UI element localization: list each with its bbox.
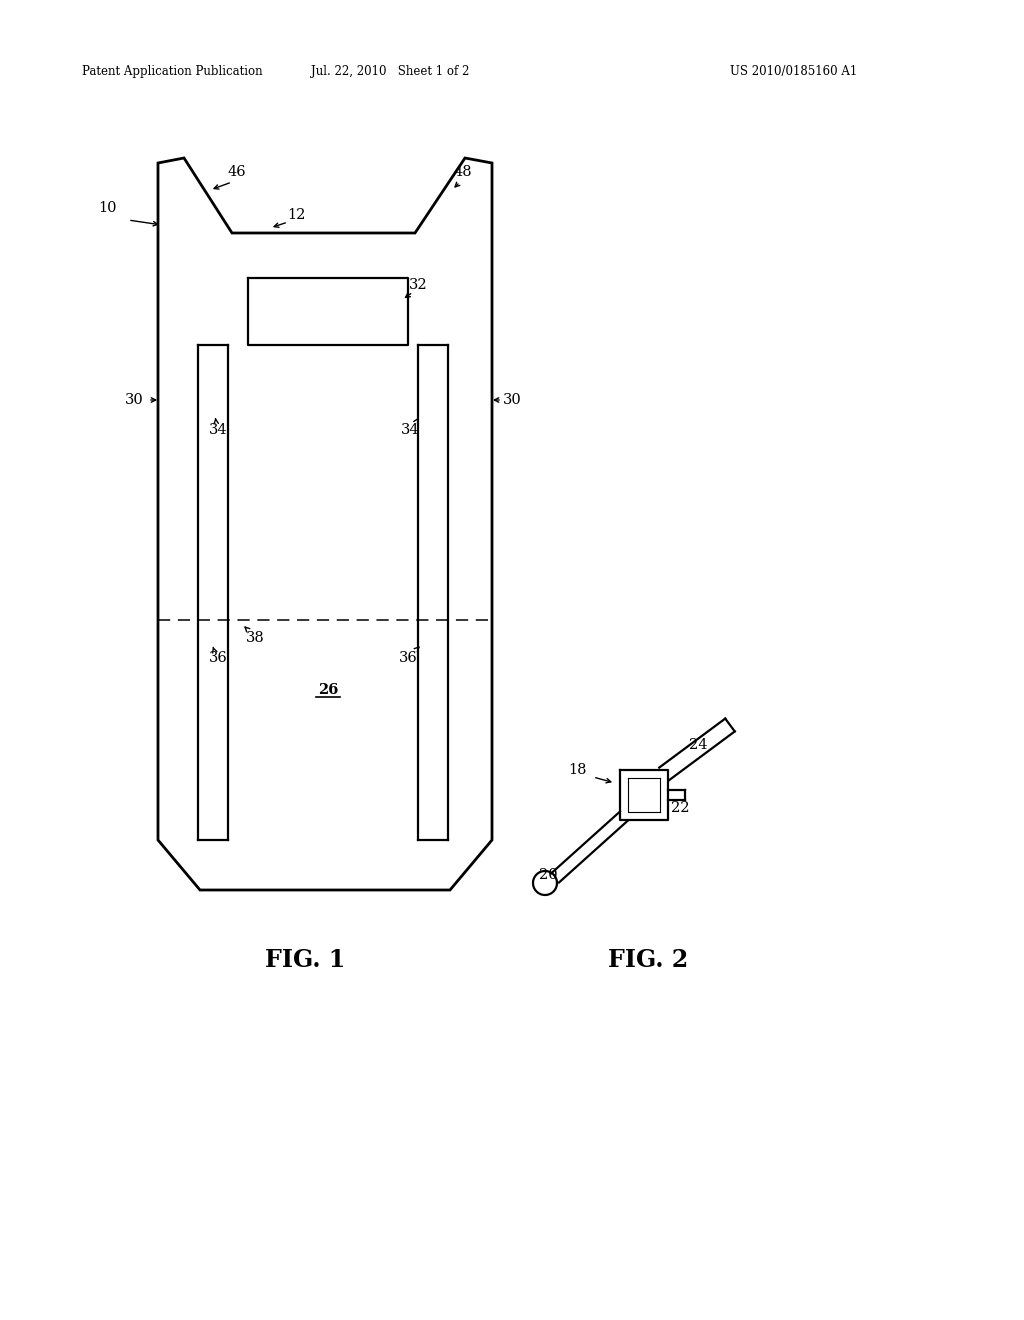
Text: 32: 32 <box>409 279 427 292</box>
Text: 36: 36 <box>209 651 227 665</box>
Text: FIG. 1: FIG. 1 <box>265 948 345 972</box>
Text: 20: 20 <box>539 869 557 882</box>
Text: 22: 22 <box>671 801 689 814</box>
Text: US 2010/0185160 A1: US 2010/0185160 A1 <box>730 66 857 78</box>
Text: 24: 24 <box>689 738 708 752</box>
Text: 12: 12 <box>287 209 305 222</box>
Text: 26: 26 <box>317 682 338 697</box>
Text: Patent Application Publication: Patent Application Publication <box>82 66 262 78</box>
Text: 38: 38 <box>246 631 264 645</box>
Text: 46: 46 <box>227 165 247 180</box>
Text: 10: 10 <box>98 201 118 215</box>
Text: 30: 30 <box>503 393 521 407</box>
Text: 18: 18 <box>567 763 587 777</box>
Text: 36: 36 <box>398 651 418 665</box>
Text: 34: 34 <box>400 422 419 437</box>
Text: 30: 30 <box>125 393 143 407</box>
Text: 34: 34 <box>209 422 227 437</box>
Text: Jul. 22, 2010   Sheet 1 of 2: Jul. 22, 2010 Sheet 1 of 2 <box>311 66 469 78</box>
Text: FIG. 2: FIG. 2 <box>608 948 688 972</box>
Text: 48: 48 <box>454 165 472 180</box>
